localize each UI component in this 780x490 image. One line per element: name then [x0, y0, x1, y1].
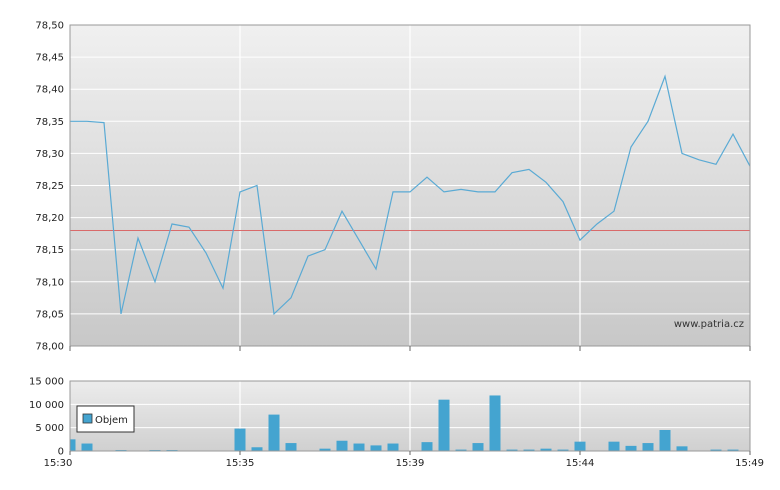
volume-y-tick-label: 10 000 — [29, 400, 64, 411]
volume-bar — [540, 448, 552, 451]
volume-bar — [421, 442, 433, 451]
price-gridlines — [70, 25, 750, 346]
volume-bar — [557, 449, 569, 451]
volume-bar — [642, 443, 654, 451]
volume-bar — [455, 449, 467, 451]
volume-gridlines — [70, 381, 750, 451]
volume-bar — [387, 443, 399, 451]
volume-bar — [727, 449, 739, 451]
volume-y-tick-label: 0 — [58, 447, 64, 458]
price-y-tick-label: 78,30 — [35, 149, 64, 160]
volume-bar — [285, 443, 297, 451]
volume-bar — [659, 430, 671, 451]
price-y-tick-label: 78,20 — [35, 213, 64, 224]
price-series-line — [70, 74, 751, 316]
price-x-ticks — [69, 346, 751, 351]
volume-bar — [676, 446, 688, 451]
volume-bar — [336, 440, 348, 451]
price-y-tick-labels: 78,00 78,05 78,10 78,15 78,20 78,25 78,30 78,35… — [35, 21, 64, 353]
volume-bar — [234, 428, 246, 451]
volume-bar — [506, 449, 518, 451]
x-tick-label: 15:35 — [226, 458, 255, 469]
volume-bar — [625, 445, 637, 451]
price-y-tick-label: 78,50 — [35, 21, 64, 32]
price-y-tick-label: 78,25 — [35, 181, 64, 192]
x-tick-label: 15:39 — [396, 458, 425, 469]
volume-bar — [523, 449, 535, 451]
price-y-tick-label: 78,05 — [35, 309, 64, 320]
price-y-tick-label: 78,35 — [35, 117, 64, 128]
legend-label: Objem — [95, 415, 128, 426]
volume-legend: Objem — [76, 405, 135, 433]
volume-y-tick-labels: 0 5 000 10 000 15 000 — [29, 377, 64, 458]
volume-bar — [81, 443, 93, 451]
x-tick-label: 15:49 — [735, 458, 764, 469]
volume-bar — [472, 443, 484, 451]
volume-bar — [251, 447, 263, 451]
legend-swatch — [82, 413, 93, 424]
volume-bar — [268, 414, 280, 451]
volume-bar — [608, 441, 620, 451]
volume-bars — [70, 395, 739, 451]
volume-x-ticks: 15:30 15:35 15:39 15:44 15:49 — [44, 451, 764, 469]
volume-y-tick-label: 15 000 — [29, 377, 64, 388]
price-y-tick-label: 78,10 — [35, 277, 64, 288]
volume-bar — [353, 443, 365, 451]
volume-bar — [574, 441, 586, 451]
volume-bar — [489, 395, 501, 451]
price-y-tick-label: 78,45 — [35, 53, 64, 64]
volume-y-tick-label: 5 000 — [35, 423, 64, 434]
volume-bar — [438, 399, 450, 451]
price-y-tick-label: 78,15 — [35, 245, 64, 256]
price-y-tick-label: 78,00 — [35, 342, 64, 353]
price-panel: 78,00 78,05 78,10 78,15 78,20 78,25 78,30 78,35… — [35, 21, 751, 353]
volume-bar — [370, 445, 382, 451]
volume-bar — [70, 439, 76, 451]
watermark-text: www.patria.cz — [674, 319, 744, 330]
x-tick-label: 15:30 — [44, 458, 73, 469]
volume-bar — [319, 448, 331, 451]
x-tick-label: 15:44 — [566, 458, 595, 469]
volume-bar — [710, 449, 722, 451]
price-y-tick-label: 78,40 — [35, 85, 64, 96]
